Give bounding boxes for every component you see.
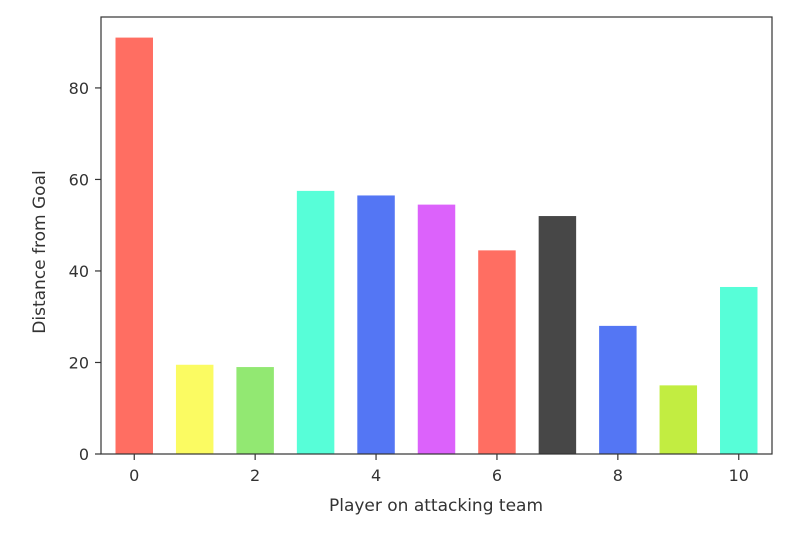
bar-player-5 <box>417 204 456 454</box>
y-tick-label: 20 <box>69 353 89 372</box>
bar-player-2 <box>236 367 274 454</box>
bar-player-1 <box>175 364 214 454</box>
x-axis-label: Player on attacking team <box>329 496 543 516</box>
x-tick-label: 0 <box>129 466 139 485</box>
bar-player-0 <box>115 37 153 455</box>
bar-player-9 <box>659 385 698 454</box>
x-tick-label: 6 <box>492 466 502 485</box>
bar-player-8 <box>599 325 637 454</box>
y-axis-label: Distance from Goal <box>30 170 50 333</box>
bar-player-3 <box>296 190 335 454</box>
y-tick-label: 80 <box>69 79 89 98</box>
x-tick-label: 8 <box>613 466 623 485</box>
y-axis-ticks: 0 20 40 60 80 <box>69 79 101 464</box>
x-tick-label: 10 <box>729 466 749 485</box>
x-tick-label: 2 <box>250 466 260 485</box>
bar-player-10 <box>720 286 758 454</box>
bars-layer <box>115 37 758 455</box>
y-tick-label: 40 <box>69 262 89 281</box>
plot-area-frame <box>100 16 773 455</box>
x-axis-ticks: 0 2 4 6 8 10 <box>129 454 749 485</box>
bar-player-7 <box>538 216 577 454</box>
bar-player-6 <box>478 250 516 454</box>
bar-player-4 <box>357 195 395 454</box>
x-tick-label: 4 <box>371 466 381 485</box>
y-tick-label: 60 <box>69 170 89 189</box>
y-tick-label: 0 <box>79 445 89 464</box>
